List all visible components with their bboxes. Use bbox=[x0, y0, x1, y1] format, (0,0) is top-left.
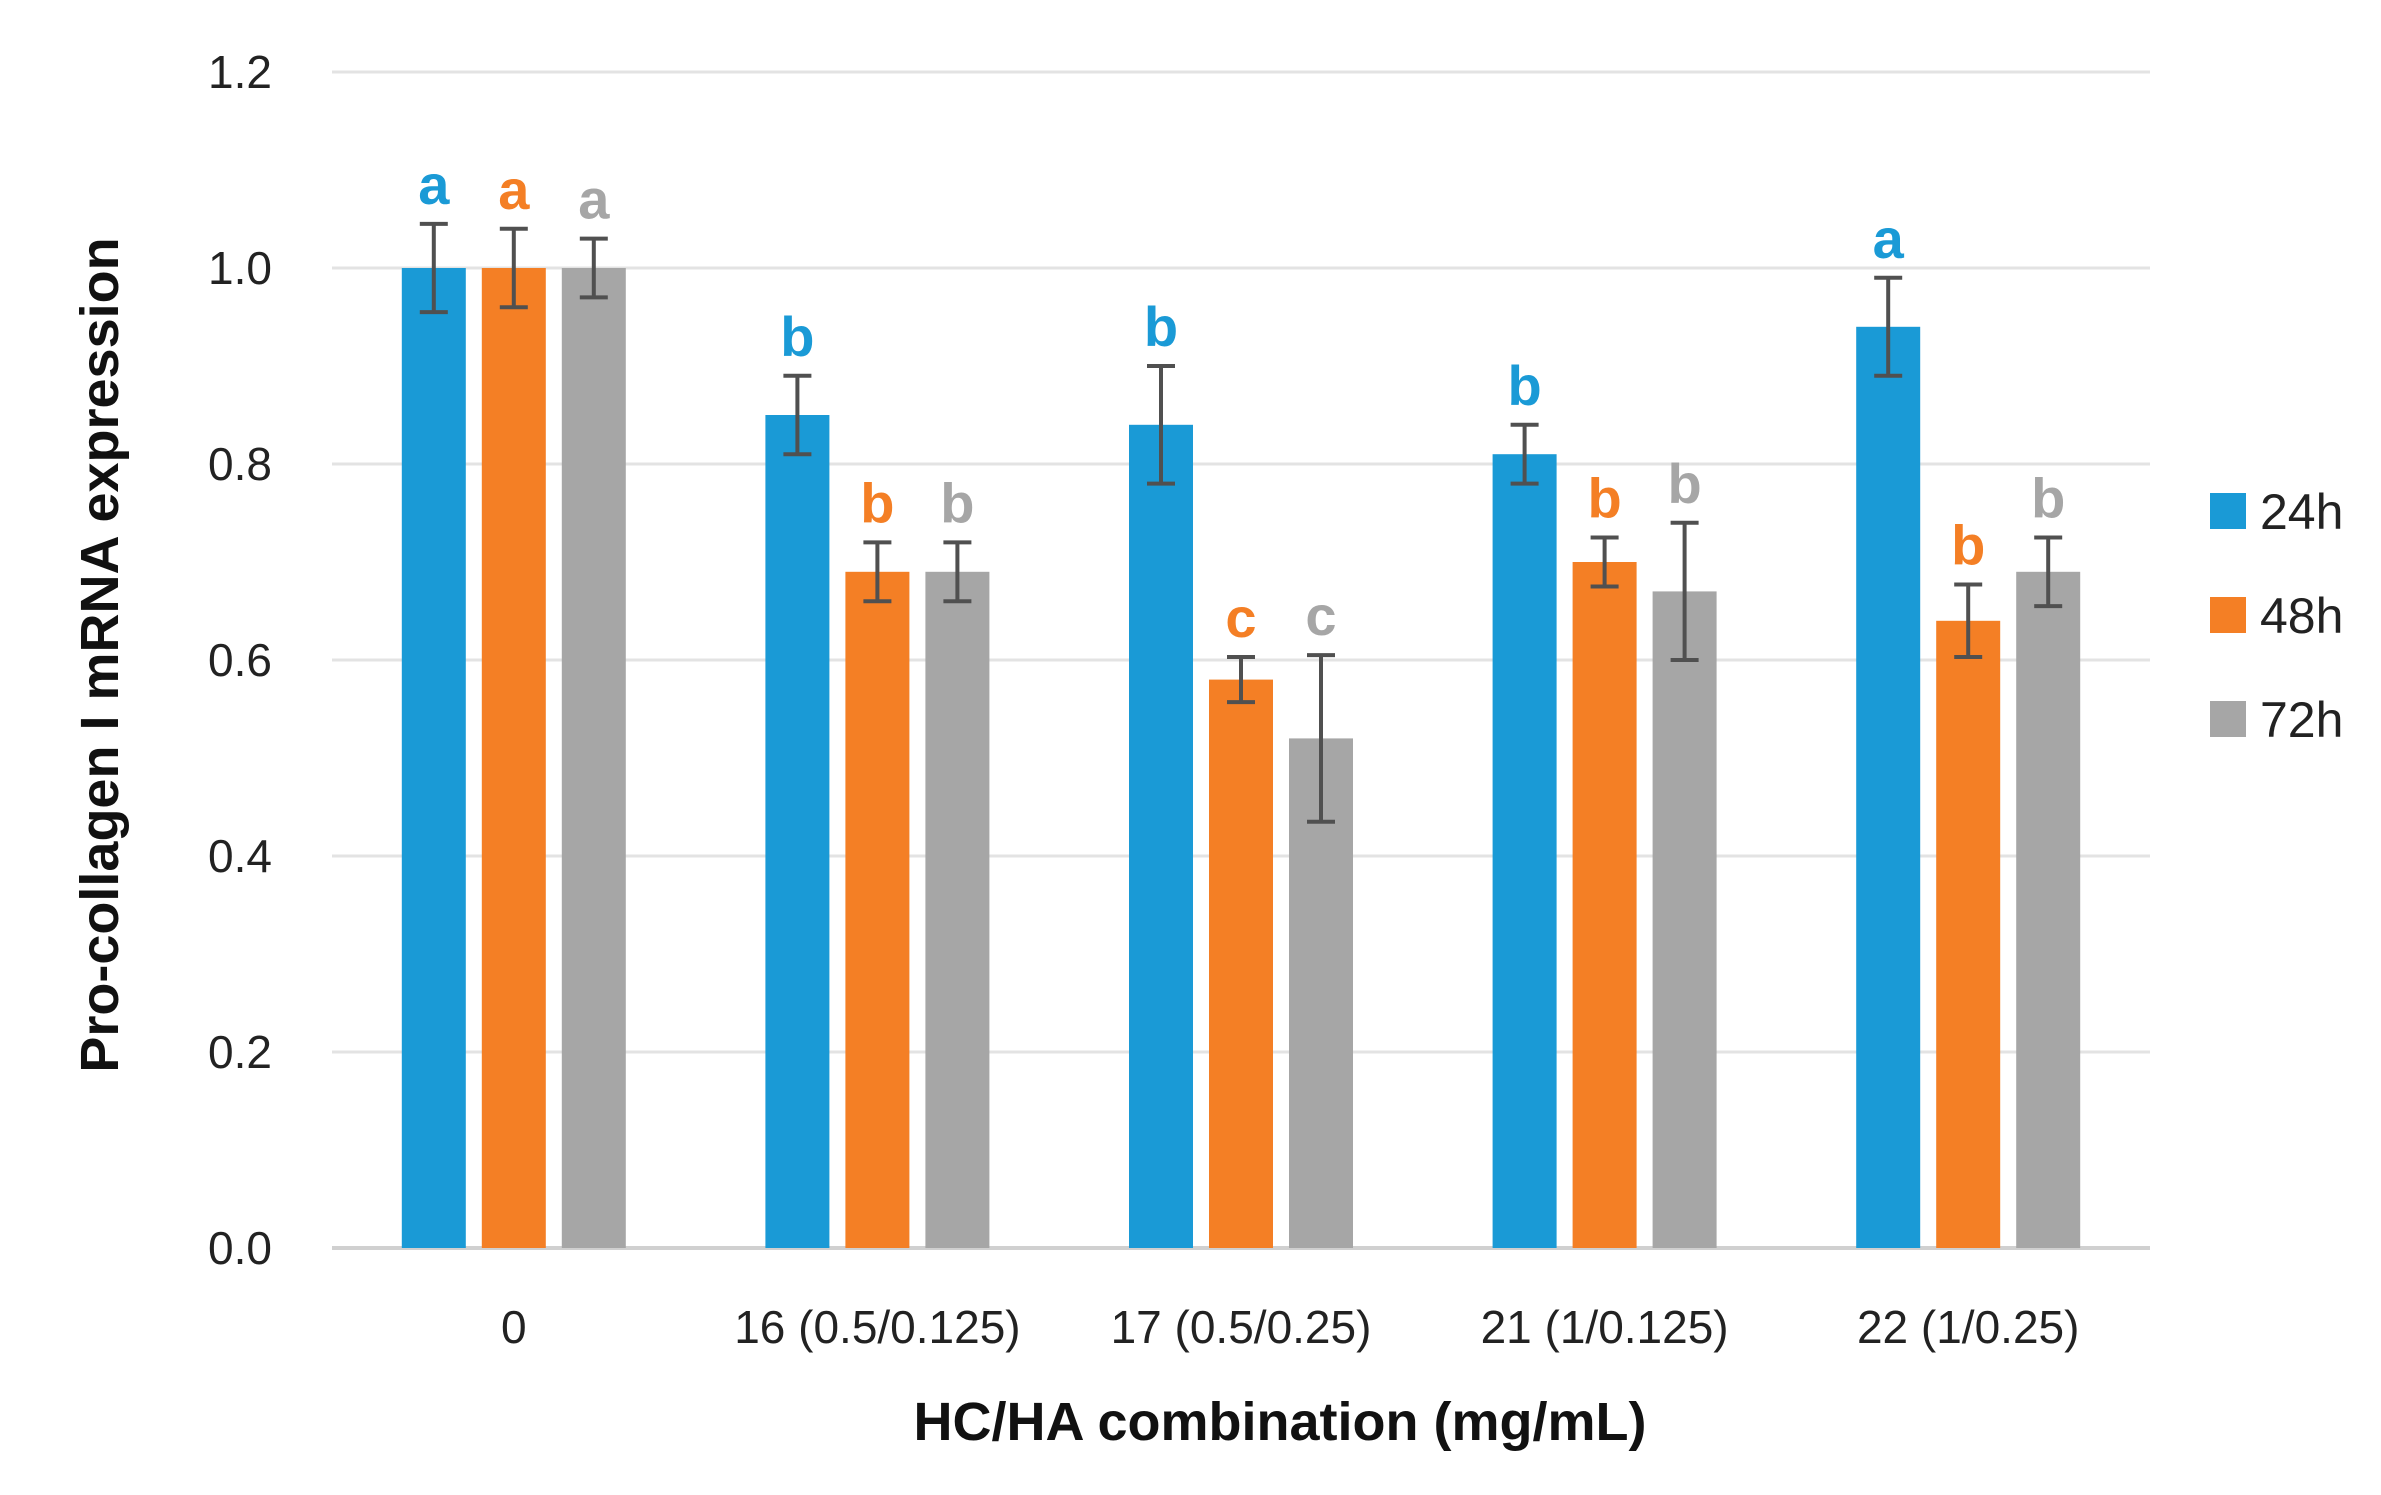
significance-letter: a bbox=[1873, 207, 1905, 270]
legend-swatch bbox=[2210, 493, 2246, 529]
significance-letter: c bbox=[1305, 584, 1336, 647]
bar bbox=[1936, 620, 2001, 1248]
significance-letter: a bbox=[578, 168, 610, 231]
significance-letter: c bbox=[1225, 586, 1256, 649]
x-tick-label: 21 (1/0.125) bbox=[1481, 1301, 1729, 1353]
gridlines bbox=[332, 70, 2150, 1250]
significance-letter: b bbox=[860, 471, 894, 534]
bar bbox=[1652, 591, 1717, 1248]
bar bbox=[561, 268, 626, 1248]
significance-letter: a bbox=[418, 153, 450, 216]
y-tick-label: 0.4 bbox=[208, 830, 272, 882]
bars bbox=[401, 268, 2081, 1248]
significance-letter: b bbox=[1507, 354, 1541, 417]
bar bbox=[2016, 571, 2081, 1248]
significance-letter: b bbox=[1144, 295, 1178, 358]
y-tick-label: 1.2 bbox=[208, 46, 272, 98]
y-tick-label: 0.6 bbox=[208, 634, 272, 686]
bar bbox=[765, 415, 830, 1248]
y-tick-label: 0.8 bbox=[208, 438, 272, 490]
significance-letter: b bbox=[940, 471, 974, 534]
significance-letter: a bbox=[498, 158, 530, 221]
x-axis-ticks: 0 16 (0.5/0.125) 17 (0.5/0.25) 21 (1/0.125)… bbox=[501, 1301, 2079, 1353]
y-axis-ticks: 0.0 0.2 0.4 0.6 0.8 1.0 1.2 bbox=[208, 46, 272, 1274]
x-tick-label: 16 (0.5/0.125) bbox=[734, 1301, 1020, 1353]
x-tick-label: 22 (1/0.25) bbox=[1857, 1301, 2079, 1353]
y-tick-label: 1.0 bbox=[208, 242, 272, 294]
y-tick-label: 0.2 bbox=[208, 1026, 272, 1078]
x-tick-label: 17 (0.5/0.25) bbox=[1111, 1301, 1372, 1353]
legend: 24h 48h 72h bbox=[2210, 484, 2343, 748]
legend-swatch bbox=[2210, 701, 2246, 737]
bar bbox=[925, 571, 990, 1248]
significance-letter: b bbox=[2031, 467, 2065, 530]
bar bbox=[1856, 326, 1921, 1248]
bar bbox=[1572, 562, 1637, 1248]
bar bbox=[481, 268, 546, 1248]
significance-letter: b bbox=[780, 305, 814, 368]
legend-label: 72h bbox=[2260, 692, 2343, 748]
bar bbox=[1129, 424, 1193, 1248]
significance-letter: b bbox=[1587, 467, 1621, 530]
error-bars bbox=[419, 221, 2063, 824]
legend-label: 24h bbox=[2260, 484, 2343, 540]
legend-swatch bbox=[2210, 597, 2246, 633]
y-axis-title: Pro-collagen I mRNA expression bbox=[70, 237, 130, 1072]
legend-label: 48h bbox=[2260, 588, 2343, 644]
bar bbox=[1492, 454, 1557, 1248]
significance-letter: b bbox=[1667, 452, 1701, 515]
bar bbox=[1209, 679, 1273, 1248]
bar bbox=[845, 571, 910, 1248]
y-tick-label: 0.0 bbox=[208, 1222, 272, 1274]
bar bbox=[401, 268, 466, 1248]
x-axis-title: HC/HA combination (mg/mL) bbox=[914, 1392, 1647, 1452]
x-tick-label: 0 bbox=[501, 1301, 527, 1353]
significance-letter: b bbox=[1951, 514, 1985, 577]
